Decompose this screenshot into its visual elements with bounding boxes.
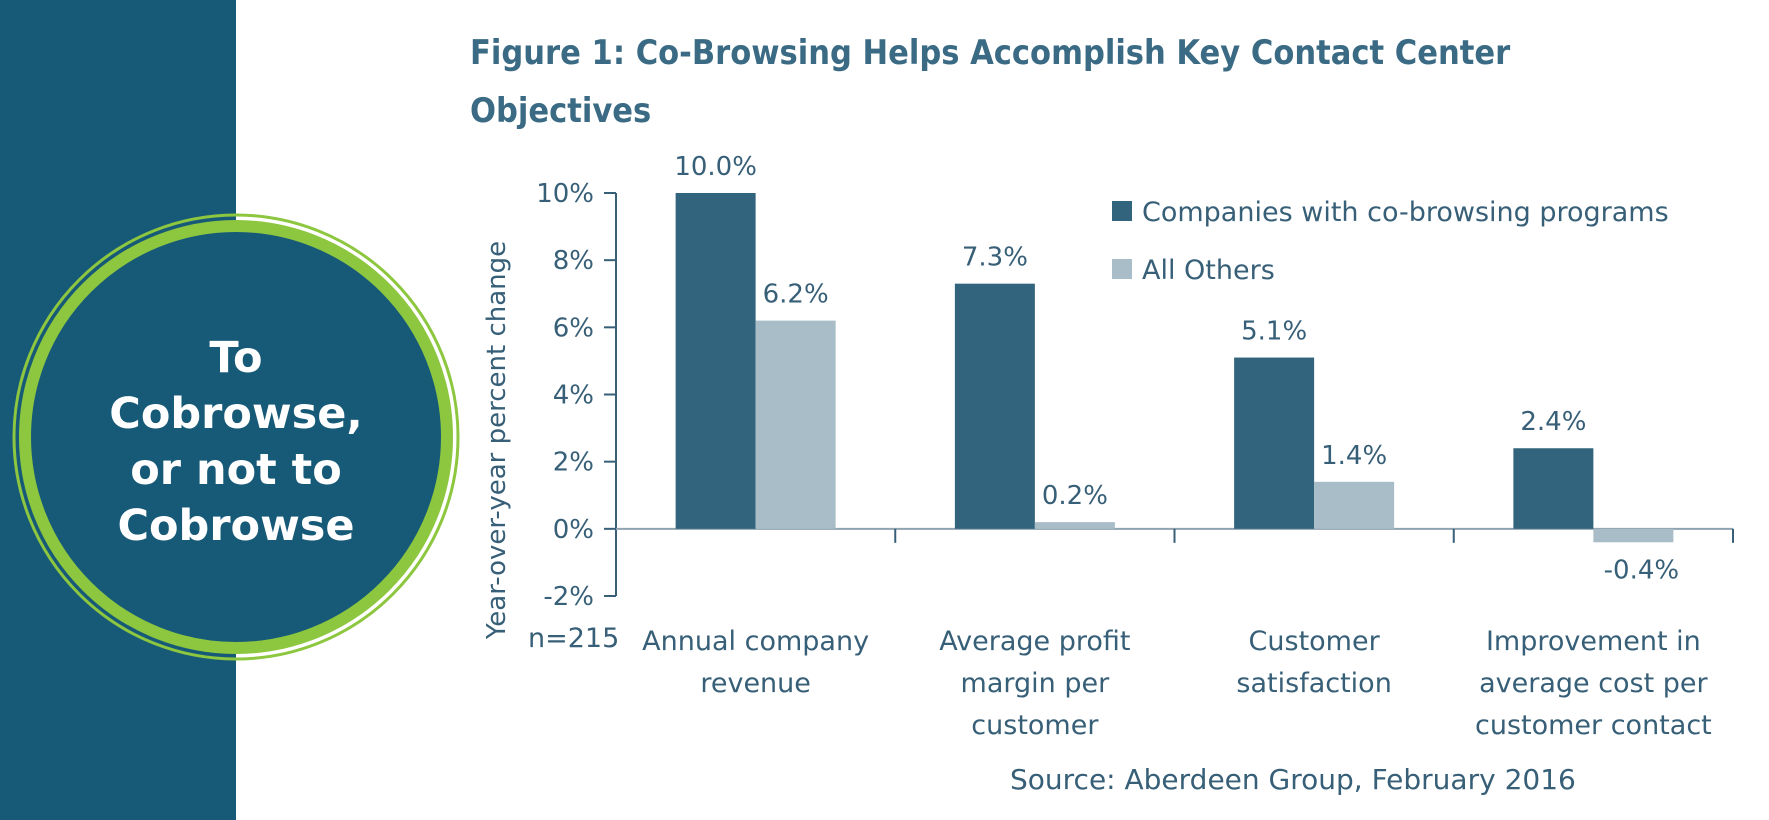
chart-legend: Companies with co-browsing programs All O… <box>1112 197 1669 286</box>
y-tick-label: 8% <box>553 246 594 276</box>
bar <box>1513 448 1594 529</box>
data-label: 2.4% <box>1520 407 1586 437</box>
bar <box>1593 528 1674 543</box>
legend-swatch <box>1112 259 1132 279</box>
bar <box>675 193 756 529</box>
bar <box>1234 357 1315 529</box>
bar <box>755 320 836 529</box>
data-label: 6.2% <box>763 280 829 310</box>
data-label: 0.2% <box>1042 481 1108 511</box>
y-tick-label: 2% <box>553 448 594 478</box>
figure-title: Figure 1: Co-Browsing Helps Accomplish K… <box>470 24 1670 140</box>
category-label: revenue <box>700 668 811 699</box>
category-label: satisfaction <box>1236 668 1391 699</box>
y-tick-label: -2% <box>543 582 594 612</box>
figure-title-line: Figure 1: Co-Browsing Helps Accomplish K… <box>470 33 1511 73</box>
sample-size-note: n=215 <box>528 623 619 654</box>
badge-ring <box>12 213 460 661</box>
y-tick-label: 10% <box>536 179 594 209</box>
data-label: 5.1% <box>1241 317 1307 347</box>
legend-label: Companies with co-browsing programs <box>1142 197 1669 228</box>
chart-labels: Annual company revenue 10.0% 6.2% Average pr… <box>642 152 1712 741</box>
bar <box>1314 481 1395 529</box>
figure-title-line: Objectives <box>470 91 652 131</box>
badge-line: Cobrowse, <box>109 389 363 439</box>
badge-line: To <box>209 333 263 383</box>
data-label: 7.3% <box>962 243 1028 273</box>
source-note: Source: Aberdeen Group, February 2016 <box>1010 763 1576 796</box>
badge-line: Cobrowse <box>117 501 355 551</box>
y-tick-label: 4% <box>553 381 594 411</box>
badge-ring-thin <box>12 213 460 661</box>
data-label: 1.4% <box>1321 441 1387 471</box>
badge-text: To Cobrowse, or not to Cobrowse <box>36 330 436 554</box>
chart-bars <box>675 193 1674 543</box>
category-label: average cost per <box>1479 668 1708 699</box>
bar <box>954 283 1035 529</box>
category-label: Improvement in <box>1486 626 1701 657</box>
category-label: customer <box>971 710 1099 741</box>
data-label: 10.0% <box>674 152 757 182</box>
legend-swatch <box>1112 201 1132 221</box>
category-label: Average profit <box>939 626 1130 657</box>
category-label: Annual company <box>642 626 869 657</box>
badge-line: or not to <box>130 445 342 495</box>
y-tick-label: 6% <box>553 313 594 343</box>
category-label: customer contact <box>1475 710 1712 741</box>
badge-ring-outer <box>19 220 453 654</box>
data-label: -0.4% <box>1604 555 1679 585</box>
category-label: margin per <box>961 668 1111 699</box>
bar <box>1034 522 1115 529</box>
legend-label: All Others <box>1142 255 1275 286</box>
category-label: Customer <box>1249 626 1381 657</box>
badge-circle <box>30 231 442 643</box>
y-axis-title: Year-over-year percent change <box>482 241 512 640</box>
y-tick-label: 0% <box>553 515 594 545</box>
